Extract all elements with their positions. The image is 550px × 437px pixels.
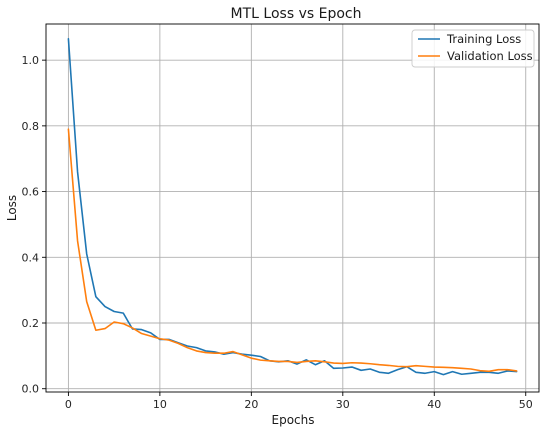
x-tick-label: 50 (519, 398, 533, 411)
series-lines (67, 37, 518, 376)
x-tick-label: 20 (244, 398, 258, 411)
x-tick-label: 10 (153, 398, 167, 411)
y-tick-label: 0.2 (22, 317, 40, 330)
y-tick-label: 1.0 (22, 54, 40, 67)
chart-title: MTL Loss vs Epoch (231, 6, 362, 22)
legend: Training Loss Validation Loss (411, 29, 535, 68)
legend-label-training: Training Loss (446, 32, 521, 46)
training-loss-line (67, 37, 518, 376)
y-axis-label: Loss (5, 195, 19, 221)
y-tick-label: 0.4 (22, 251, 40, 264)
y-tick-label: 0.0 (22, 383, 40, 396)
legend-box (411, 29, 535, 68)
plot-frame (45, 23, 540, 393)
grid (46, 24, 539, 392)
x-axis-label: Epochs (272, 413, 315, 427)
x-tick-label: 30 (336, 398, 350, 411)
x-tick-label: 40 (427, 398, 441, 411)
y-tick-label: 0.6 (22, 186, 40, 199)
legend-label-validation: Validation Loss (447, 49, 533, 63)
axis-ticks: 0 10 20 30 40 50 0.0 0.2 0.4 0.6 0.8 1.0 (22, 54, 533, 411)
y-tick-label: 0.8 (22, 120, 40, 133)
x-tick-label: 0 (65, 398, 72, 411)
validation-loss-line (67, 128, 518, 373)
